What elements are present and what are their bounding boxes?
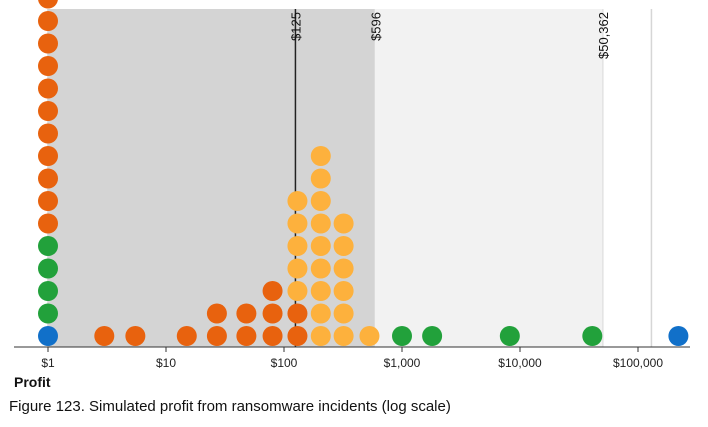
data-dot [310, 191, 331, 211]
data-dot [38, 281, 58, 301]
data-dot [38, 33, 58, 54]
x-tick-label: $10 [156, 356, 176, 370]
data-dot [236, 326, 257, 346]
x-axis-ticks: $1 $10 $100 $1,000 $10,000 $100,000 [41, 347, 663, 370]
data-dot [38, 191, 58, 211]
data-dot [287, 326, 308, 346]
x-tick-label: $1 [41, 356, 55, 370]
data-dot [38, 11, 58, 31]
data-dot [176, 326, 197, 346]
data-dot [38, 101, 58, 121]
data-dot [287, 213, 308, 234]
data-dot [333, 258, 354, 279]
data-dot [582, 326, 603, 346]
data-dot [310, 326, 331, 346]
data-dot [206, 303, 227, 324]
data-dot [262, 326, 283, 346]
data-dot [333, 281, 354, 301]
data-dot [310, 281, 331, 301]
data-dot [287, 258, 308, 279]
x-axis-title: Profit [14, 374, 51, 390]
band-1 [375, 9, 603, 347]
data-dot [38, 213, 58, 234]
data-dot [38, 236, 58, 256]
data-dot [262, 303, 283, 324]
x-tick-label: $100 [271, 356, 298, 370]
data-dot [236, 303, 257, 324]
x-tick-label: $100,000 [613, 356, 663, 370]
data-dot [333, 213, 354, 234]
data-dot [38, 146, 58, 166]
data-dot [287, 281, 308, 301]
data-dot [38, 0, 58, 9]
data-dot [287, 236, 308, 256]
reference-label-2: $596 [368, 12, 383, 41]
data-dot [310, 168, 331, 189]
data-dot [94, 326, 115, 346]
figure-caption: Figure 123. Simulated profit from ransom… [9, 398, 451, 415]
data-dot [359, 326, 380, 346]
data-dot [287, 191, 308, 211]
data-dot [422, 326, 443, 346]
data-dot [310, 236, 331, 256]
data-dot [38, 303, 58, 324]
data-dot [206, 326, 227, 346]
data-dot [38, 258, 58, 279]
data-dots [38, 0, 689, 346]
data-dot [392, 326, 412, 346]
reference-label-3: $50,362 [596, 12, 611, 59]
data-dot [38, 56, 58, 76]
data-dot [310, 146, 331, 166]
data-dot [668, 326, 689, 346]
data-dot [310, 213, 331, 234]
dot-plot: $1 $125 $596 $50,362 $1 $10 $100 $1,000 $10,000… [14, 0, 690, 370]
data-dot [38, 168, 58, 189]
data-dot [333, 326, 354, 346]
x-tick-label: $10,000 [498, 356, 542, 370]
data-dot [38, 123, 58, 144]
data-dot [287, 303, 308, 324]
data-dot [262, 281, 283, 301]
data-dot [38, 326, 58, 346]
reference-lines: $1$125$596$50,362 [41, 9, 653, 347]
data-dot [310, 258, 331, 279]
data-dot [499, 326, 520, 346]
data-dot [125, 326, 146, 346]
reference-label-1: $125 [288, 12, 303, 41]
data-dot [38, 78, 58, 99]
data-dot [333, 236, 354, 256]
x-tick-label: $1,000 [384, 356, 421, 370]
data-dot [333, 303, 354, 324]
data-dot [310, 303, 331, 324]
